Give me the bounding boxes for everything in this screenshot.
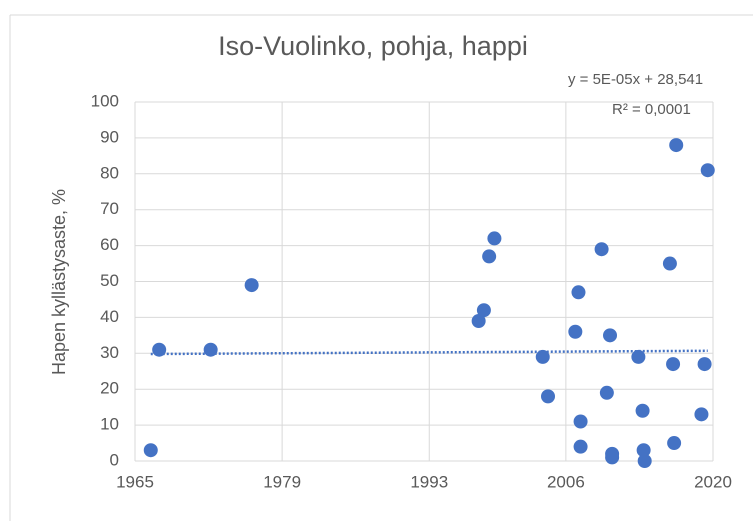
point (573, 439, 588, 454)
point (568, 324, 583, 339)
x-tick-label: 2006 (547, 472, 585, 491)
point (637, 454, 652, 468)
point (203, 342, 218, 357)
point (471, 313, 486, 328)
point (697, 357, 712, 372)
point (669, 138, 684, 153)
plot-area: 0 10 20 30 40 50 60 70 80 90 100 1965 1979 1993 2006 20… (91, 91, 732, 491)
y-tick-label: 30 (100, 343, 119, 362)
point (662, 256, 677, 271)
point (635, 403, 650, 418)
point (694, 407, 709, 422)
y-axis-label: Hapen kyllästysaste, % (49, 189, 69, 375)
point (667, 436, 682, 451)
point (700, 163, 715, 178)
trendline-r2: R² = 0,0001 (612, 101, 691, 118)
point (244, 278, 259, 293)
point (573, 414, 588, 429)
x-tick-label: 1965 (116, 472, 154, 491)
y-tick-label: 10 (100, 415, 119, 434)
point (599, 385, 614, 400)
point (535, 349, 550, 364)
y-tick-label: 90 (100, 127, 119, 146)
point (666, 357, 681, 372)
point (571, 285, 586, 300)
trendline-equation: y = 5E-05x + 28,541 (568, 71, 703, 88)
y-tick-label: 0 (110, 450, 119, 469)
point (143, 443, 158, 458)
point (541, 389, 556, 404)
point (482, 249, 497, 264)
point (636, 443, 651, 458)
y-tick-label: 100 (91, 91, 119, 110)
y-tick-label: 20 (100, 379, 119, 398)
point (603, 328, 618, 343)
point (594, 242, 609, 257)
y-tick-label: 40 (100, 307, 119, 326)
x-tick-label: 1993 (410, 472, 448, 491)
y-tick-label: 60 (100, 235, 119, 254)
y-tick-label: 80 (100, 163, 119, 182)
point (487, 231, 502, 246)
point (605, 446, 620, 461)
y-tick-label: 70 (100, 199, 119, 218)
chart-title: Iso-Vuolinko, pohja, happi (218, 31, 528, 61)
trendline (150, 349, 708, 356)
point (152, 342, 167, 357)
point (476, 303, 491, 318)
point (631, 349, 646, 364)
x-tick-label: 1979 (263, 472, 301, 491)
y-tick-label: 50 (100, 271, 119, 290)
x-tick-label: 2020 (694, 472, 732, 491)
